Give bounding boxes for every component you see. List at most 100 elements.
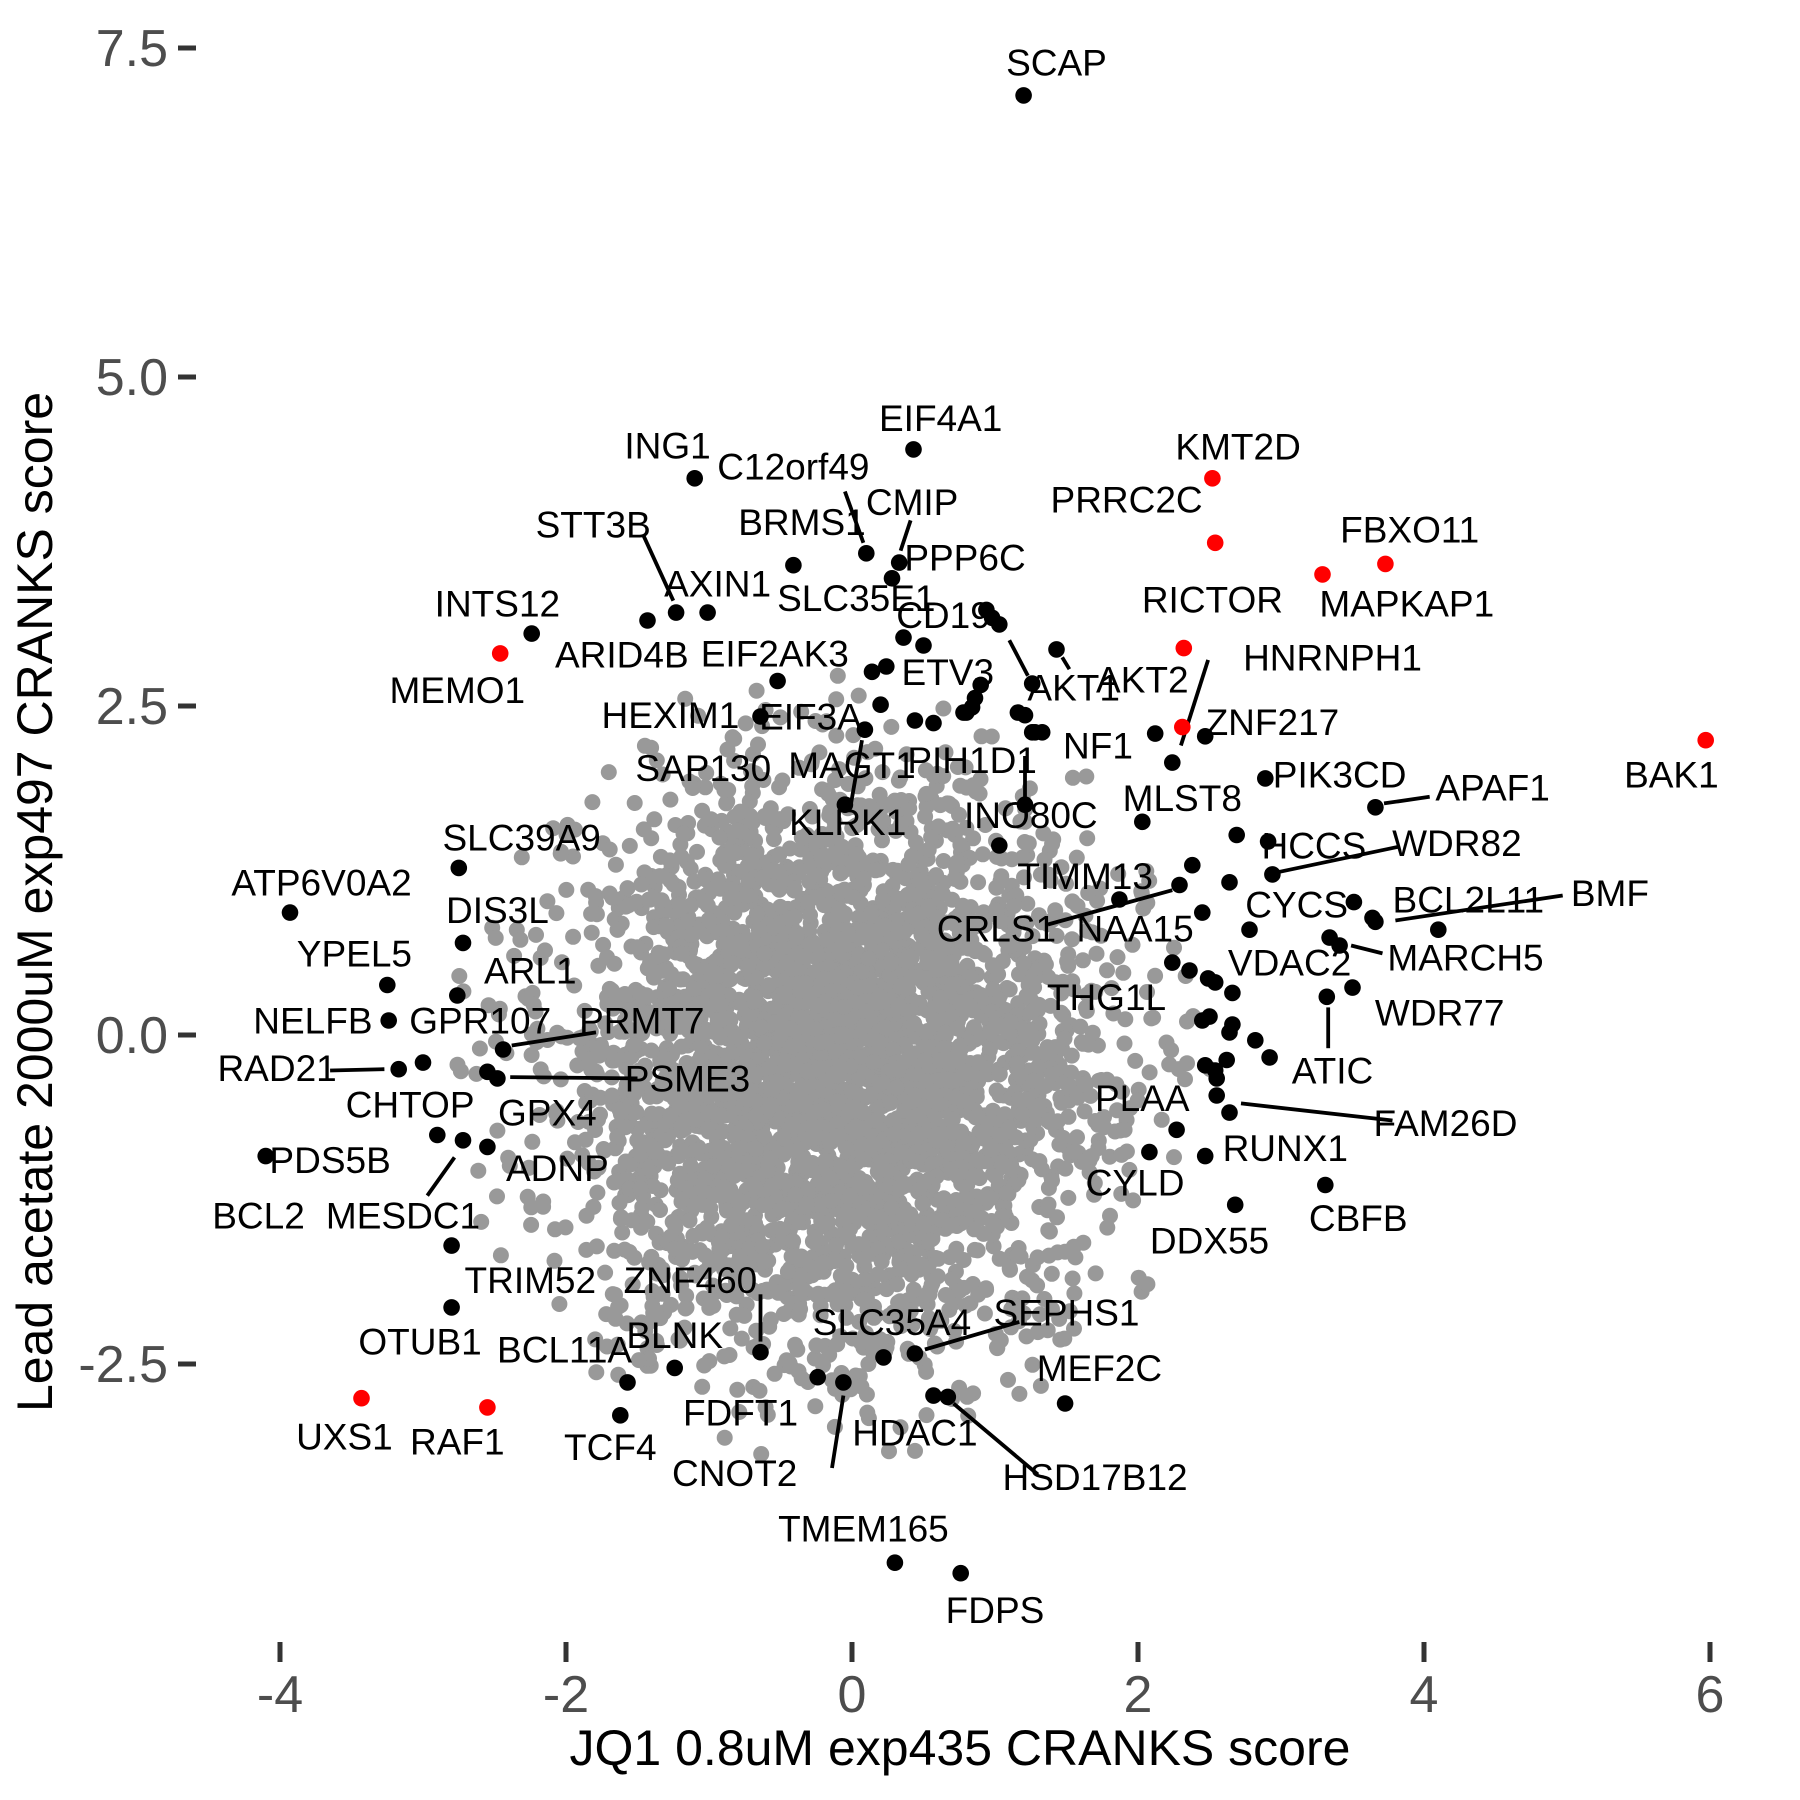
background-point <box>935 700 952 717</box>
background-point <box>1074 1076 1091 1093</box>
background-point <box>619 880 636 897</box>
background-point <box>968 941 985 958</box>
significant-point <box>1201 1008 1218 1025</box>
background-point <box>756 945 773 962</box>
background-point <box>793 829 810 846</box>
gene-point-eif2ak3 <box>769 672 786 690</box>
gene-label-cnot2: CNOT2 <box>672 1453 797 1494</box>
background-point <box>1029 1249 1046 1266</box>
background-point <box>744 847 760 864</box>
gene-label-arid4b: ARID4B <box>555 635 689 676</box>
background-point <box>946 1072 963 1089</box>
background-point <box>946 1322 963 1339</box>
background-point <box>664 1213 681 1230</box>
background-point <box>1030 1154 1047 1171</box>
gene-point-etv3 <box>966 689 984 707</box>
significant-point <box>1208 1070 1225 1087</box>
gene-label-nf1: NF1 <box>1063 726 1133 767</box>
background-point <box>743 1176 760 1193</box>
gene-label-brms1: BRMS1 <box>738 502 865 543</box>
background-point <box>692 995 709 1012</box>
background-point <box>989 1340 1006 1357</box>
background-point <box>1116 1121 1133 1138</box>
gene-labels: SCAP EIF4A1 ING1 KMT2D C12orf49 PRRC2C CMIP FBX… <box>212 43 1718 1632</box>
background-point <box>724 955 740 972</box>
background-point <box>1114 1083 1130 1100</box>
gene-label-mlst8: MLST8 <box>1123 778 1242 819</box>
gene-point-bmf <box>1367 913 1384 931</box>
gene-label-cmip: CMIP <box>866 482 959 523</box>
gene-label-c12orf49: C12orf49 <box>717 447 869 488</box>
background-point <box>760 977 777 994</box>
background-point <box>566 977 583 994</box>
background-point <box>1003 937 1020 954</box>
background-point <box>603 982 620 999</box>
background-point <box>682 1157 699 1174</box>
gene-label-pds5b: PDS5B <box>269 1140 390 1181</box>
gene-point-slc35e1 <box>915 637 932 654</box>
background-point <box>716 1086 733 1103</box>
background-point <box>558 881 575 898</box>
significant-point <box>1228 826 1245 844</box>
background-point <box>694 1196 711 1213</box>
background-point <box>654 1261 671 1278</box>
background-point <box>747 1108 764 1124</box>
x-tick-label: 4 <box>1410 1666 1439 1724</box>
background-point <box>939 795 956 812</box>
background-point <box>969 1152 986 1169</box>
background-point <box>673 1277 690 1294</box>
background-point <box>836 999 852 1015</box>
background-point <box>754 1238 771 1255</box>
background-point <box>778 1056 795 1073</box>
gene-point-slc35a4 <box>875 1349 892 1366</box>
background-point <box>687 1267 704 1284</box>
background-point <box>836 906 852 923</box>
background-point <box>558 826 575 843</box>
background-point <box>818 931 835 948</box>
background-point <box>737 1273 754 1290</box>
background-point <box>553 843 569 860</box>
background-point <box>1101 1148 1118 1165</box>
background-point <box>958 819 975 836</box>
background-point <box>714 1228 731 1245</box>
significant-point <box>1009 704 1027 721</box>
gene-label-bcl2l11: BCL2L11 <box>1393 880 1545 921</box>
background-cloud <box>449 667 1219 1462</box>
gene-label-uxs1: UXS1 <box>296 1416 393 1457</box>
gene-point-crls1 <box>1171 876 1188 894</box>
background-point <box>661 852 678 869</box>
background-point <box>823 1285 840 1302</box>
background-point <box>696 893 713 910</box>
background-point <box>782 1358 799 1375</box>
background-point <box>851 1313 868 1330</box>
background-point <box>970 874 987 891</box>
background-point <box>674 1115 691 1132</box>
gene-point-wdr77 <box>1344 979 1361 996</box>
gene-point-tmem165 <box>886 1554 904 1571</box>
significant-point <box>1168 1121 1185 1139</box>
gene-label-arl1: ARL1 <box>484 951 577 992</box>
background-point <box>1082 1087 1099 1104</box>
background-point <box>1084 924 1101 941</box>
background-point <box>895 1261 912 1278</box>
gene-point-klrk1 <box>856 721 874 738</box>
background-point <box>991 1250 1008 1267</box>
background-point <box>921 1232 938 1249</box>
background-point <box>471 1040 488 1057</box>
background-point <box>751 1382 768 1399</box>
background-point <box>648 1020 665 1037</box>
background-point <box>1163 1042 1180 1059</box>
background-point <box>827 1252 844 1269</box>
gene-label-chtop: CHTOP <box>346 1085 475 1126</box>
background-point <box>991 1066 1008 1083</box>
background-point <box>710 871 726 888</box>
gene-point-raf1 <box>479 1399 496 1416</box>
background-point <box>787 1336 804 1353</box>
background-point <box>1179 1013 1195 1030</box>
background-point <box>931 1052 948 1069</box>
background-point <box>944 976 961 993</box>
background-point <box>903 950 920 967</box>
gene-label-bak1: BAK1 <box>1624 754 1719 795</box>
background-point <box>645 1178 661 1194</box>
background-point <box>842 1220 858 1237</box>
